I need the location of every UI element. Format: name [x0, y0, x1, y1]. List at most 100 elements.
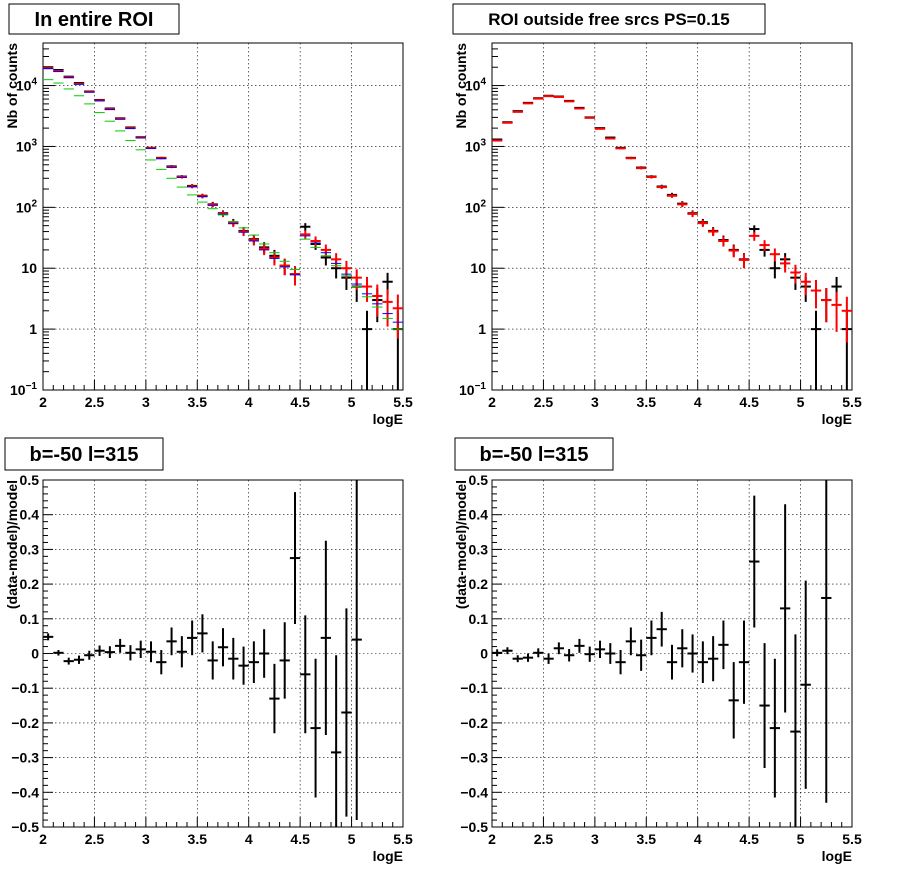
x-tick-label: 2	[488, 394, 496, 410]
x-tick-label: 2.5	[85, 831, 105, 847]
y-tick-label: −0.4	[11, 784, 39, 800]
x-tick-label: 5.5	[842, 394, 862, 410]
y-tick-label: 0.1	[20, 611, 40, 627]
y-tick-label: 10	[470, 260, 486, 276]
x-tick-label: 3	[142, 831, 150, 847]
x-tick-label: 5.5	[393, 394, 413, 410]
y-tick-label: 0.5	[20, 472, 40, 488]
y-tick-label: −0.5	[460, 819, 488, 835]
x-tick-label: 5	[348, 394, 356, 410]
x-axis-ticks	[491, 380, 853, 390]
x-tick-label: 5.5	[393, 831, 413, 847]
y-tick-label: −0.5	[11, 819, 39, 835]
x-tick-label: 2.5	[534, 831, 554, 847]
x-axis-label: logE	[373, 411, 403, 427]
x-axis-label: logE	[373, 848, 403, 864]
x-tick-label: 5.5	[842, 831, 862, 847]
chart-title: b=-50 l=315	[480, 444, 589, 466]
y-tick-label: 1	[478, 321, 486, 337]
y-tick-label: 0.3	[20, 541, 40, 557]
series-3	[43, 68, 403, 323]
series-1	[492, 480, 832, 827]
x-axis-ticks	[491, 817, 853, 827]
x-axis-ticks	[42, 817, 404, 827]
series-2	[492, 95, 852, 343]
y-tick-label: 0.2	[20, 576, 40, 592]
chart-title: ROI outside free srcs PS=0.15	[488, 10, 729, 29]
y-tick-label: 0.3	[469, 541, 489, 557]
y-tick-label: 102	[16, 198, 38, 215]
x-axis-label: logE	[822, 848, 852, 864]
x-tick-label: 4.5	[739, 394, 759, 410]
x-tick-label: 3.5	[637, 394, 657, 410]
x-tick-label: 2	[488, 831, 496, 847]
y-tick-label: −0.1	[460, 680, 488, 696]
y-tick-label: −0.4	[460, 784, 488, 800]
y-tick-label: −0.2	[11, 715, 39, 731]
y-tick-label: 10−1	[459, 381, 486, 398]
y-tick-label: 1	[29, 321, 37, 337]
x-axis-label: logE	[822, 411, 852, 427]
y-tick-label: 0	[31, 646, 39, 662]
y-tick-label: −0.3	[11, 750, 39, 766]
grid	[492, 480, 852, 827]
chart-title: b=-50 l=315	[30, 444, 139, 466]
x-tick-label: 3.5	[188, 831, 208, 847]
y-tick-label: 0.4	[469, 507, 489, 523]
x-tick-label: 2	[39, 394, 47, 410]
y-tick-label: 0.5	[469, 472, 489, 488]
y-axis-label: (data-model)/model	[4, 480, 20, 609]
chart-title-box	[4, 437, 164, 471]
chart-panel-2: 2 2.5 3 3.5 4 4.5 5 5.5 10−1 1 10 102 103 104 logE Nb o…	[452, 3, 862, 427]
y-tick-label: 103	[465, 137, 487, 154]
chart-panel-3: 2 2.5 3 3.5 4 4.5 5 5.5 −0.5 −0.4 −0.3 −0.2 −0.1 0 0.1…	[4, 437, 413, 864]
y-axis-ticks	[43, 479, 53, 828]
x-tick-label: 3.5	[637, 831, 657, 847]
y-axis-label: Nb of counts	[4, 43, 20, 129]
y-tick-label: −0.1	[11, 680, 39, 696]
x-tick-label: 4.5	[739, 831, 759, 847]
y-axis-ticks	[43, 42, 55, 391]
y-tick-label: −0.3	[460, 750, 488, 766]
series-1	[43, 480, 362, 827]
y-axis-label: (data-model)/model	[453, 480, 469, 609]
x-tick-label: 4	[245, 831, 253, 847]
grid	[43, 43, 403, 390]
x-tick-label: 4	[245, 394, 253, 410]
y-tick-label: 0	[480, 646, 488, 662]
y-tick-label: 104	[16, 77, 38, 94]
y-tick-label: −0.2	[460, 715, 488, 731]
y-tick-label: 102	[465, 198, 487, 215]
x-tick-label: 4.5	[290, 394, 310, 410]
x-tick-label: 2.5	[85, 394, 105, 410]
x-tick-label: 4	[694, 831, 702, 847]
chart-title-box	[8, 3, 180, 35]
x-tick-label: 3	[142, 394, 150, 410]
chart-title: In entire ROI	[35, 9, 154, 31]
y-tick-label: 0.2	[469, 576, 489, 592]
x-tick-label: 4	[694, 394, 702, 410]
y-tick-label: 0.1	[469, 611, 489, 627]
x-axis-ticks	[42, 380, 404, 390]
x-tick-label: 3	[591, 831, 599, 847]
x-tick-label: 3	[591, 394, 599, 410]
x-tick-label: 2	[39, 831, 47, 847]
x-tick-label: 3.5	[188, 394, 208, 410]
x-tick-label: 4.5	[290, 831, 310, 847]
y-tick-label: 10−1	[10, 381, 37, 398]
x-tick-label: 5	[797, 394, 805, 410]
chart-panel-4: 2 2.5 3 3.5 4 4.5 5 5.5 −0.5 −0.4 −0.3 −0.2 −0.1 0 0.1…	[453, 437, 862, 864]
grid	[492, 43, 852, 390]
x-tick-label: 5	[348, 831, 356, 847]
chart-title-box	[454, 437, 614, 471]
y-tick-label: 103	[16, 137, 38, 154]
series-4	[43, 79, 403, 330]
y-tick-label: 10	[21, 260, 37, 276]
chart-panel-1: 2 2.5 3 3.5 4 4.5 5 5.5 10−1 1 10 102 103 104 logE Nb o…	[4, 3, 413, 427]
y-tick-label: 104	[465, 77, 487, 94]
chart-title-box	[452, 3, 766, 35]
x-tick-label: 5	[797, 831, 805, 847]
y-axis-ticks	[492, 42, 504, 391]
